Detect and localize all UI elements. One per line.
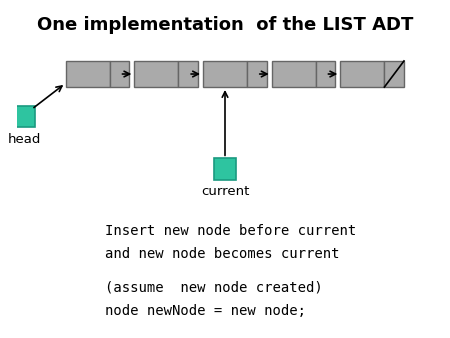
Bar <box>134 61 178 87</box>
Bar <box>110 61 130 87</box>
Text: Insert new node before current: Insert new node before current <box>105 224 356 238</box>
Bar <box>340 61 384 87</box>
Bar <box>384 61 404 87</box>
Bar <box>214 158 236 180</box>
Bar <box>272 61 316 87</box>
Text: current: current <box>201 185 249 198</box>
Bar <box>316 61 335 87</box>
Bar <box>178 61 198 87</box>
Text: (assume  new node created): (assume new node created) <box>105 281 323 295</box>
Bar <box>66 61 110 87</box>
Bar <box>13 106 35 127</box>
Text: and new node becomes current: and new node becomes current <box>105 247 339 262</box>
Text: One implementation  of the LIST ADT: One implementation of the LIST ADT <box>37 16 413 34</box>
Text: head: head <box>7 133 40 146</box>
Bar <box>203 61 247 87</box>
Text: node newNode = new node;: node newNode = new node; <box>105 305 306 318</box>
Bar <box>247 61 267 87</box>
